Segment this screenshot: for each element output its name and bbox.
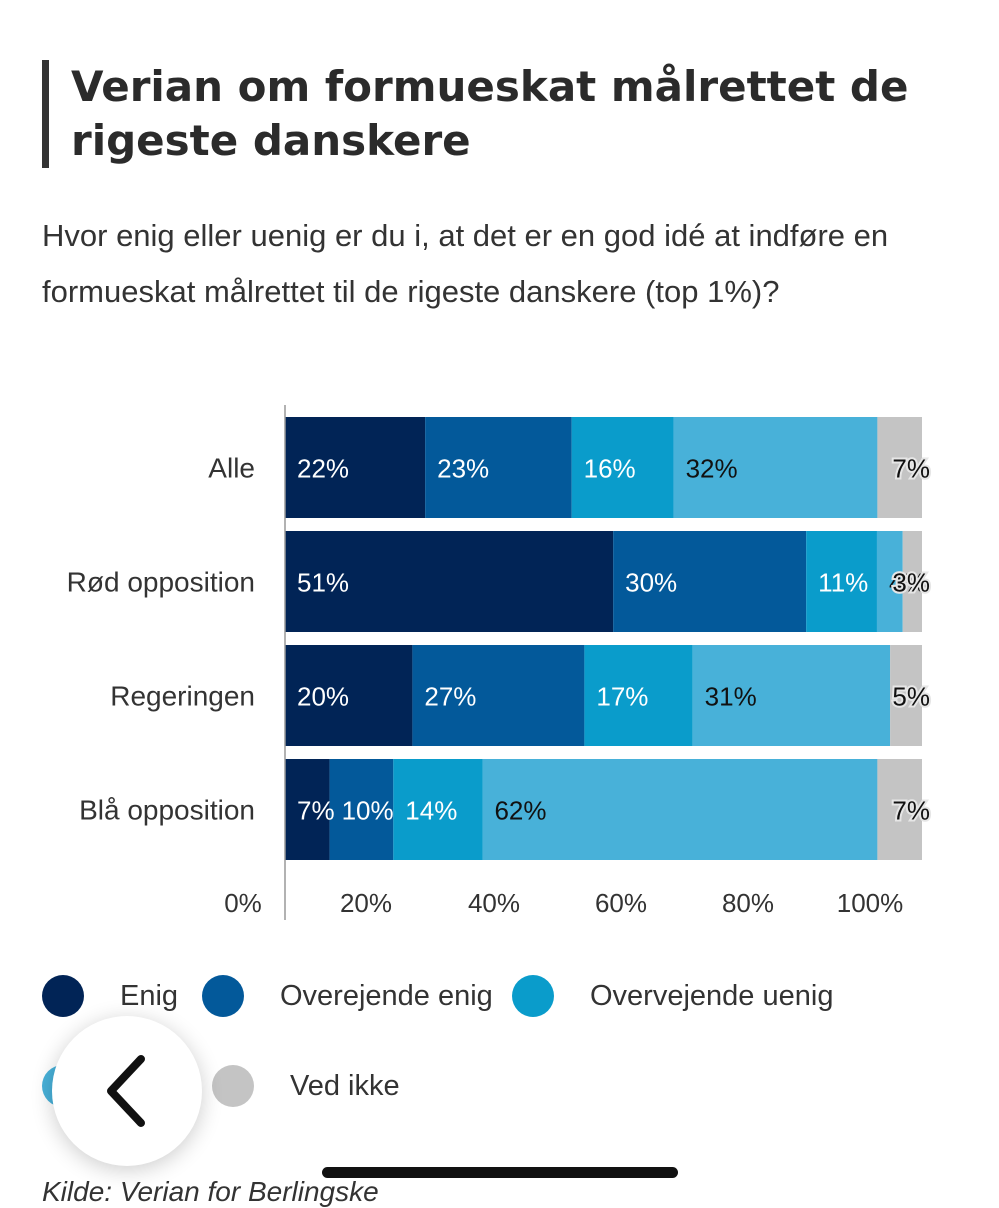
- legend-item: Overejende enig: [202, 975, 493, 1017]
- bar-segment: [692, 645, 891, 746]
- bar-segment: [571, 417, 674, 518]
- legend-item: Enig: [42, 975, 178, 1017]
- source-note: Kilde: Verian for Berlingske: [42, 1176, 379, 1207]
- title-block: Verian om formueskat målrettet de rigest…: [42, 60, 991, 168]
- value-label: 22%: [297, 454, 349, 484]
- bar-segment: [876, 531, 903, 632]
- legend-label: Enig: [120, 979, 179, 1012]
- x-tick-label: 100%: [837, 888, 904, 918]
- x-tick-label: 40%: [468, 888, 520, 918]
- x-tick-label: 80%: [722, 888, 774, 918]
- bar-segment: [890, 645, 922, 746]
- value-label: 7%: [892, 796, 930, 826]
- value-label: 17%: [596, 682, 648, 712]
- chart-subtitle: Hvor enig eller uenig er du i, at det er…: [42, 218, 889, 309]
- value-label: 23%: [437, 454, 489, 484]
- bar-segment: [673, 417, 878, 518]
- chart-title: Verian om formueskat målrettet de rigest…: [71, 62, 909, 165]
- value-label: 16%: [584, 454, 636, 484]
- bar-segment: [902, 531, 922, 632]
- home-indicator[interactable]: [322, 1167, 678, 1178]
- value-label: 30%: [625, 568, 677, 598]
- bar-segment: [412, 645, 585, 746]
- legend-swatch: [212, 1065, 254, 1107]
- x-tick-label: 60%: [595, 888, 647, 918]
- bar-segment: [285, 759, 330, 860]
- legend-label: Overvejende uenig: [590, 979, 834, 1012]
- legend-item: Ved ikke: [212, 1065, 400, 1107]
- value-label: 7%: [892, 454, 930, 484]
- legend-swatch: [512, 975, 554, 1017]
- category-label: Alle: [208, 453, 255, 484]
- value-label: 3%: [892, 568, 930, 598]
- legend-swatch: [202, 975, 244, 1017]
- bar-segment: [425, 417, 572, 518]
- value-label: 31%: [705, 682, 757, 712]
- value-label: 4%: [889, 568, 927, 598]
- value-label: 11%: [818, 568, 868, 598]
- category-label: Blå opposition: [79, 795, 255, 826]
- value-label: 10%: [342, 796, 394, 826]
- value-label: 7%: [297, 796, 335, 826]
- legend-item: Overvejende uenig: [512, 975, 833, 1017]
- back-button[interactable]: [52, 1016, 202, 1166]
- bar-segment: [877, 417, 922, 518]
- category-label: Rød opposition: [67, 567, 255, 598]
- value-label: 51%: [297, 568, 349, 598]
- bar-segment: [393, 759, 483, 860]
- legend-swatch: [42, 975, 84, 1017]
- bar-segment: [285, 531, 614, 632]
- value-label: 27%: [424, 682, 476, 712]
- category-label: Regeringen: [110, 681, 255, 712]
- bar-segment: [285, 645, 413, 746]
- x-tick-label: 0%: [224, 888, 262, 918]
- bar-segment: [285, 417, 426, 518]
- bar-segment: [613, 531, 807, 632]
- legend-label: Ved ikke: [290, 1069, 400, 1102]
- legend-label: Overejende enig: [280, 979, 493, 1012]
- bar-segment: [329, 759, 394, 860]
- stacked-bar-chart: Alle 22% 23% 16% 32% 7% Rød opposition 51% 30% 11…: [67, 405, 932, 920]
- value-label: 62%: [494, 796, 546, 826]
- x-tick-label: 20%: [340, 888, 392, 918]
- bar-segment: [806, 531, 877, 632]
- value-label: 20%: [297, 682, 349, 712]
- bar-segment: [584, 645, 693, 746]
- bar-segment: [877, 759, 922, 860]
- chevron-left-icon: [107, 1055, 145, 1127]
- bar-segment: [482, 759, 878, 860]
- value-label: 14%: [405, 796, 457, 826]
- value-label: 32%: [686, 454, 738, 484]
- value-label: 5%: [892, 682, 930, 712]
